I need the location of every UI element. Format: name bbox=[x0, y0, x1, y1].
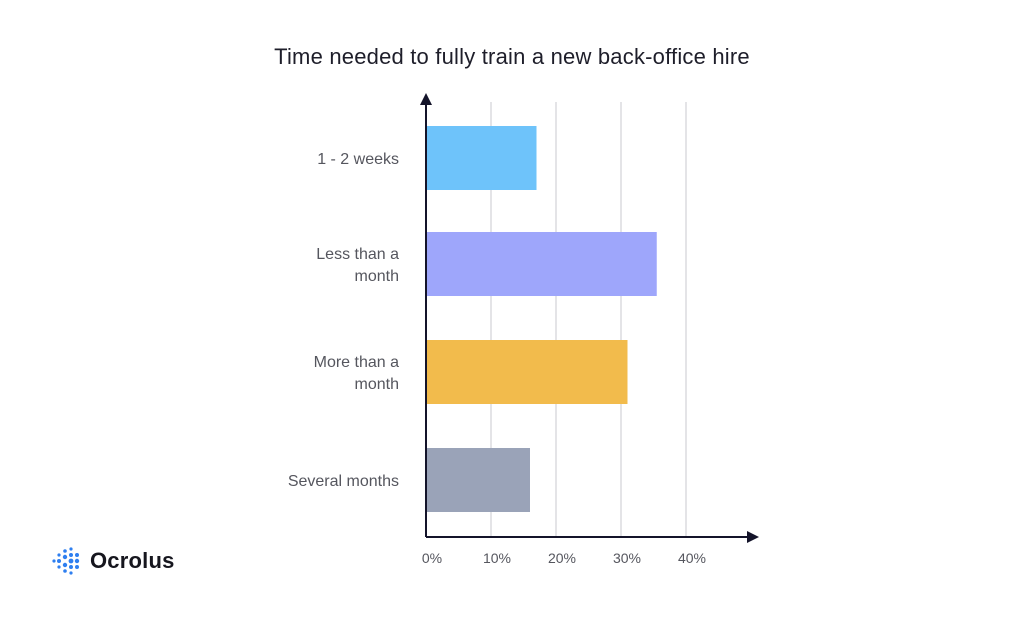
category-labels: 1 - 2 weeks Less than a month More than a mo… bbox=[288, 151, 399, 490]
x-axis-arrow bbox=[747, 531, 759, 543]
logo-dot bbox=[74, 558, 80, 564]
bar bbox=[426, 448, 530, 512]
y-axis-arrow bbox=[420, 93, 432, 105]
logo-dot bbox=[57, 559, 61, 563]
logo-dot bbox=[75, 553, 79, 557]
x-tick-label: 10% bbox=[483, 550, 511, 566]
logo-dot bbox=[68, 558, 74, 564]
logo-dot bbox=[62, 554, 68, 560]
x-tick-label: 20% bbox=[548, 550, 576, 566]
category-label: Less than a month bbox=[316, 246, 399, 285]
bar bbox=[426, 232, 657, 296]
logo-dot bbox=[57, 565, 61, 569]
brand-name: Ocrolus bbox=[90, 548, 175, 573]
axes bbox=[420, 93, 759, 543]
category-label: 1 - 2 weeks bbox=[317, 151, 399, 168]
logo-dot bbox=[52, 559, 56, 563]
brand-logo: Ocrolus bbox=[50, 546, 175, 576]
ocrolus-logo-icon bbox=[52, 547, 80, 575]
chart-title: Time needed to fully train a new back-of… bbox=[274, 44, 750, 69]
logo-dot bbox=[62, 562, 68, 568]
bar bbox=[426, 126, 537, 190]
logo-dot bbox=[75, 565, 79, 569]
logo-dot bbox=[69, 571, 73, 575]
category-label: Several months bbox=[288, 473, 399, 490]
logo-dot bbox=[69, 565, 73, 569]
logo-dot bbox=[69, 547, 73, 551]
x-tick-label: 40% bbox=[678, 550, 706, 566]
logo-dot bbox=[69, 553, 73, 557]
bar bbox=[426, 340, 628, 404]
x-tick-label: 30% bbox=[613, 550, 641, 566]
logo-dot bbox=[63, 569, 67, 573]
x-tick-label: 0% bbox=[422, 550, 442, 566]
bars bbox=[426, 126, 657, 512]
logo-dot bbox=[63, 549, 67, 553]
logo-dot bbox=[57, 553, 61, 557]
x-tick-labels: 0% 10% 20% 30% 40% bbox=[422, 550, 706, 566]
category-label: More than a month bbox=[314, 354, 399, 393]
